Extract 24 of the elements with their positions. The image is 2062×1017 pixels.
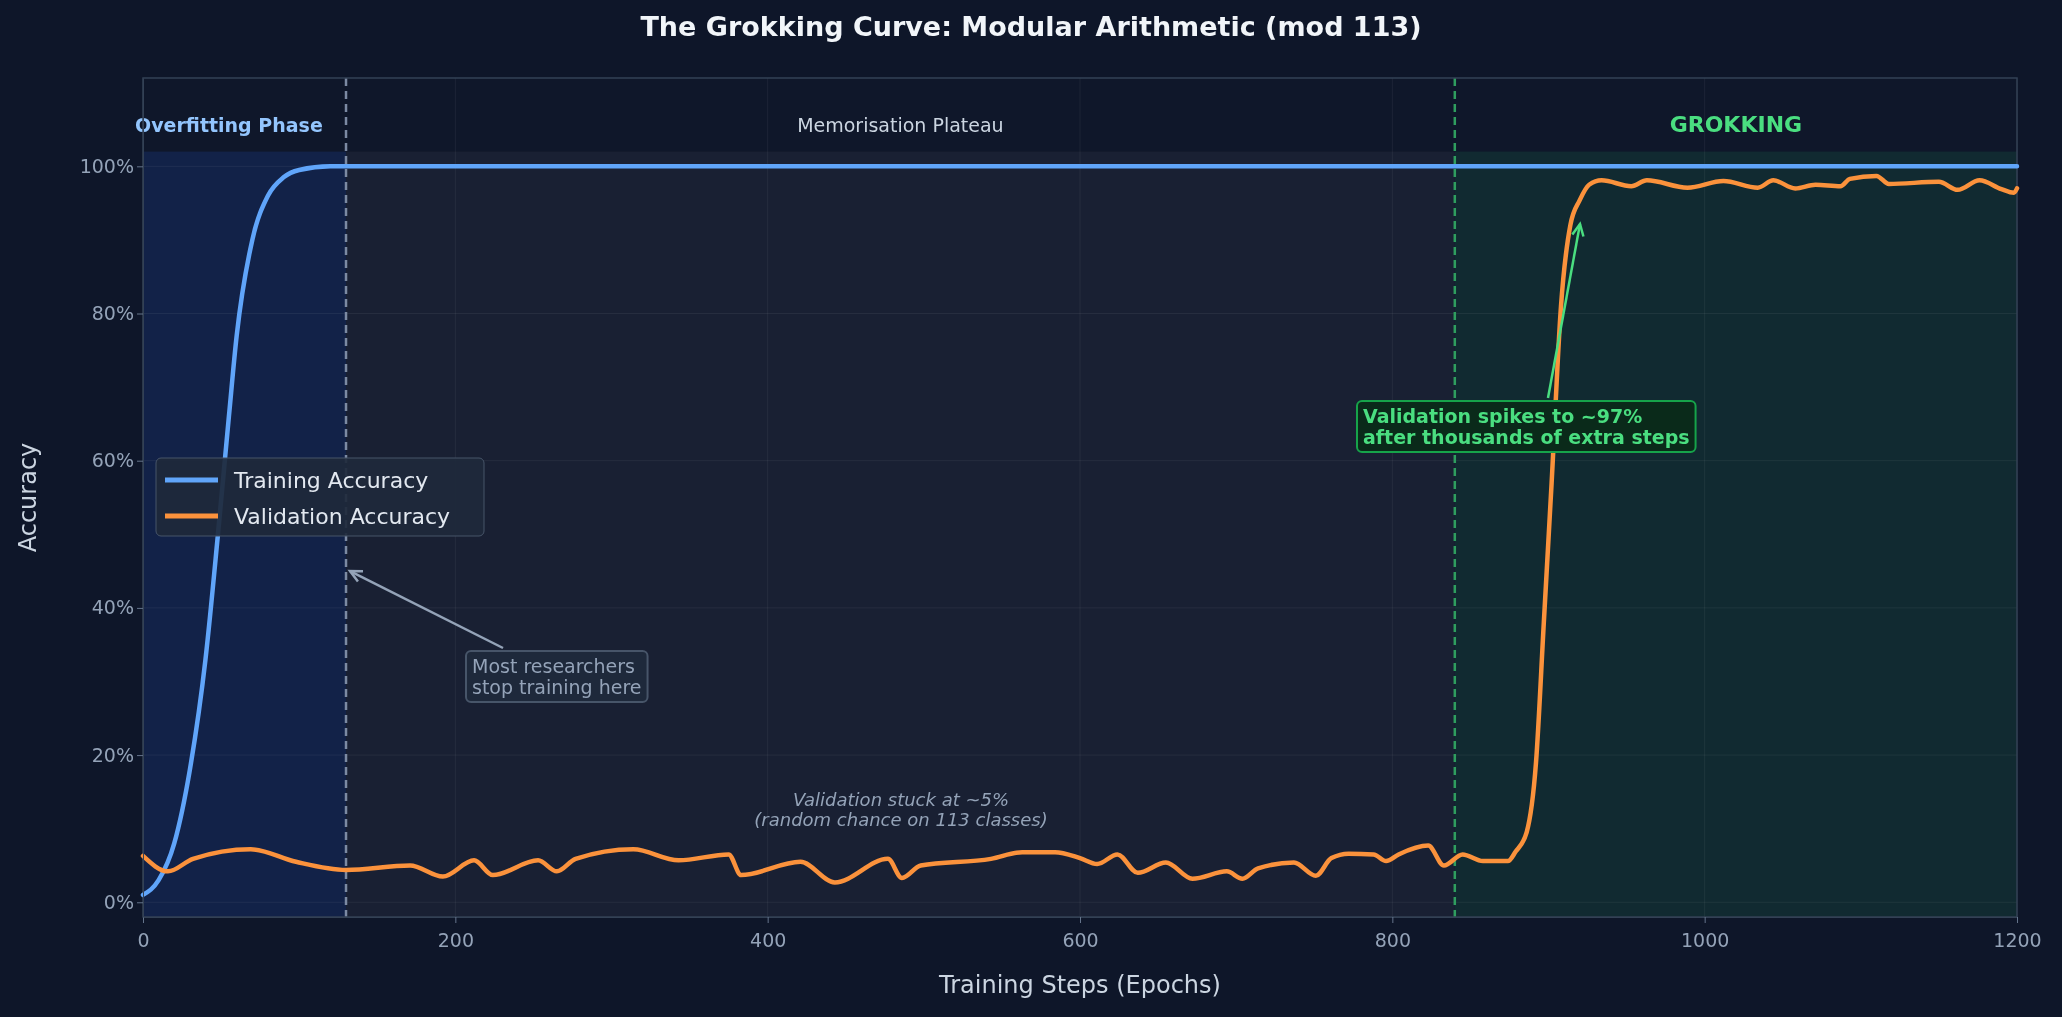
x-tick-label: 800 — [1374, 928, 1411, 951]
x-tick-label: 0 — [137, 928, 150, 951]
y-tick-label: 20% — [91, 743, 134, 766]
x-tick-label: 1000 — [1680, 928, 1730, 951]
chart-title: The Grokking Curve: Modular Arithmetic (mod 113) — [640, 11, 1422, 42]
band-label: GROKKING — [1669, 112, 1803, 137]
x-tick-label: 1200 — [1993, 928, 2042, 951]
annotation: Most researchers stop training here — [472, 655, 642, 698]
y-tick-label: 100% — [79, 154, 134, 177]
annotation: Validation stuck at ~5% (random chance on 113 classes) — [754, 789, 1048, 830]
band-label: Overfitting Phase — [135, 114, 323, 136]
y-tick-label: 40% — [91, 596, 134, 619]
y-axis-title: Accuracy — [14, 442, 42, 553]
legend-label: Training Accuracy — [233, 468, 429, 493]
annotation: Validation spikes to ~97% after thousands of extra steps — [1363, 405, 1690, 448]
x-tick-label: 400 — [750, 928, 787, 951]
y-tick-label: 0% — [103, 890, 134, 913]
x-tick-label: 600 — [1062, 928, 1099, 951]
x-axis-title: Training Steps (Epochs) — [938, 971, 1221, 999]
y-tick-label: 60% — [91, 449, 134, 472]
x-tick-label: 200 — [437, 928, 474, 951]
y-tick-label: 80% — [91, 302, 134, 325]
band-label: Memorisation Plateau — [797, 114, 1004, 136]
legend-label: Validation Accuracy — [234, 504, 451, 529]
